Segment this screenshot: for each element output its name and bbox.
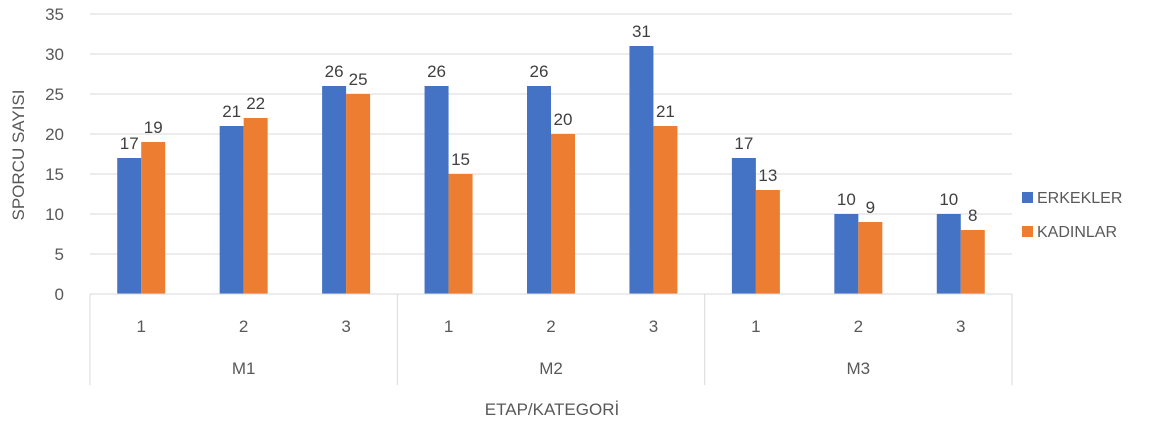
legend-label: ERKEKLER: [1037, 190, 1122, 207]
y-tick-label: 5: [55, 245, 64, 264]
x-tick-label: 3: [649, 317, 658, 336]
bar-kadinlar-2: [243, 118, 268, 294]
x-group-label: M3: [847, 359, 871, 378]
y-axis-title: SPORCU SAYISI: [9, 90, 28, 221]
data-label: 20: [554, 110, 573, 129]
bar-erkekler-3: [322, 86, 347, 294]
legend: ERKEKLER KADINLAR: [1022, 190, 1122, 241]
y-tick-label: 20: [45, 125, 64, 144]
bar-erkekler-9: [936, 214, 961, 294]
y-tick-label: 30: [45, 45, 64, 64]
data-label: 10: [837, 190, 856, 209]
bar-kadinlar-7: [755, 190, 780, 294]
bar-erkekler-4: [424, 86, 449, 294]
data-label: 19: [144, 118, 163, 137]
x-tick-label: 1: [136, 317, 145, 336]
data-label: 17: [120, 134, 139, 153]
x-tick-label: 2: [854, 317, 863, 336]
legend-label: KADINLAR: [1037, 224, 1117, 241]
bar-erkekler-1: [117, 158, 142, 294]
bar-kadinlar-3: [346, 94, 371, 294]
x-group-label: M1: [232, 359, 256, 378]
data-label: 17: [734, 134, 753, 153]
data-label: 26: [427, 62, 446, 81]
bar-kadinlar-1: [141, 142, 166, 294]
bar-erkekler-7: [731, 158, 756, 294]
bar-kadinlar-4: [448, 174, 473, 294]
data-labels: 17 19 21 22 26 25 26 15 26 20 31 21 17 13 10 9 10 8: [120, 22, 978, 225]
x-tick-label: 1: [444, 317, 453, 336]
data-label: 26: [325, 62, 344, 81]
x-tick-label: 2: [546, 317, 555, 336]
x-axis: 1 2 3 1 2 3 1 2 3 M1 M2 M3: [89, 293, 1013, 385]
data-label: 10: [939, 190, 958, 209]
y-axis-ticks: 0 5 10 15 20 25 30 35: [45, 5, 64, 304]
y-tick-label: 25: [45, 85, 64, 104]
data-label: 8: [968, 206, 977, 225]
bar-erkekler-5: [527, 86, 551, 294]
data-label: 22: [246, 94, 265, 113]
data-label: 31: [632, 22, 651, 41]
data-label: 21: [656, 102, 675, 121]
bar-kadinlar-5: [551, 134, 575, 294]
bar-kadinlar-9: [960, 230, 985, 294]
x-tick-label: 2: [239, 317, 248, 336]
bar-erkekler-2: [219, 126, 244, 294]
data-label: 21: [222, 102, 241, 121]
data-label: 9: [866, 198, 875, 217]
data-label: 15: [451, 150, 470, 169]
x-axis-title: ETAP/KATEGORİ: [485, 400, 619, 419]
y-tick-label: 0: [55, 285, 64, 304]
y-tick-label: 15: [45, 165, 64, 184]
x-group-label: M2: [539, 359, 563, 378]
data-label: 26: [530, 62, 549, 81]
y-tick-label: 10: [45, 205, 64, 224]
bar-kadinlar-8: [858, 222, 883, 294]
data-label: 13: [758, 166, 777, 185]
bar-kadinlar-6: [653, 126, 678, 294]
x-tick-label: 3: [956, 317, 965, 336]
bar-erkekler-6: [629, 46, 654, 294]
legend-swatch: [1022, 226, 1033, 237]
legend-swatch: [1022, 192, 1033, 203]
bars: [117, 46, 985, 294]
y-tick-label: 35: [45, 5, 64, 24]
x-tick-label: 1: [751, 317, 760, 336]
data-label: 25: [349, 70, 368, 89]
x-tick-label: 3: [341, 317, 350, 336]
bar-erkekler-8: [834, 214, 859, 294]
